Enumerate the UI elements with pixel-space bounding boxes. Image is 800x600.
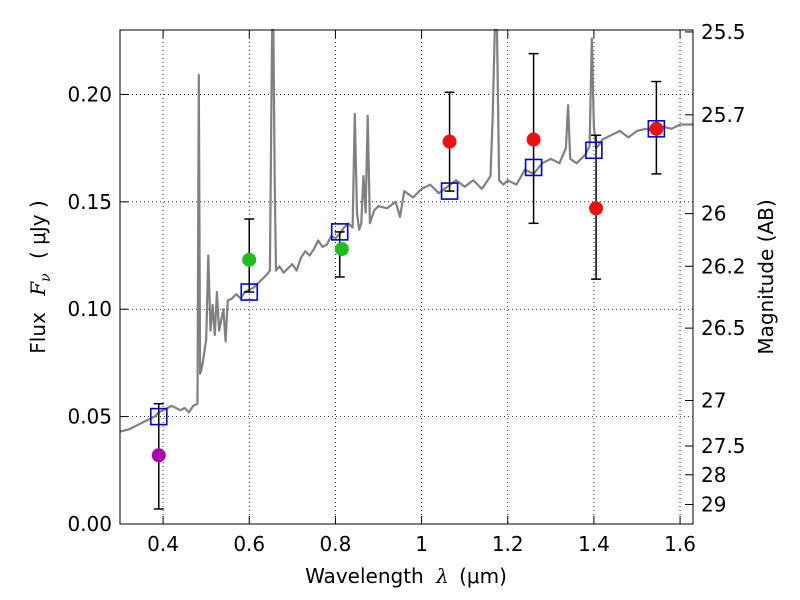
- observed-point: [151, 448, 166, 463]
- x-axis-title: Wavelength λ (μm): [305, 564, 507, 588]
- observed-point: [442, 134, 457, 149]
- y-tick-label: 0.00: [67, 512, 112, 536]
- mag-tick-label: 25.7: [701, 103, 746, 127]
- y-axis-title: Flux Fν ( μJy ): [26, 200, 55, 353]
- model-point: [240, 283, 259, 301]
- mag-tick-label: 26: [701, 202, 726, 226]
- mag-tick-label: 26.2: [701, 254, 746, 278]
- model-point: [149, 407, 168, 426]
- y-tick-label: 0.20: [67, 82, 112, 106]
- x-tick-label: 1.2: [492, 532, 524, 556]
- mag-tick-label: 27.5: [701, 434, 746, 458]
- model-point: [440, 182, 459, 200]
- y-tick-label: 0.15: [67, 190, 112, 214]
- observed-point: [526, 132, 541, 147]
- observed-points: [151, 121, 664, 463]
- observed-point: [649, 121, 664, 136]
- model-points: [149, 120, 666, 426]
- x-tick-label: 0.4: [147, 532, 179, 556]
- mag-tick-label: 26.5: [701, 316, 746, 340]
- mag-ticks: 25.5 25.7 26 26.2 26.5 27 27.5 28 29: [685, 20, 746, 516]
- mag-tick-label: 27: [701, 389, 726, 413]
- x-tick-label: 0.8: [320, 532, 352, 556]
- y-tick-label: 0.10: [67, 297, 112, 321]
- model-point: [524, 158, 543, 177]
- observed-point: [589, 201, 604, 216]
- y-tick-label: 0.05: [67, 405, 112, 429]
- x-tick-label: 1.4: [578, 532, 610, 556]
- model-point: [330, 223, 349, 241]
- spectrum-line: [119, 28, 693, 433]
- mag-tick-label: 25.5: [701, 20, 746, 44]
- error-bars: [153, 52, 662, 510]
- gridlines: [120, 30, 693, 524]
- model-point: [647, 120, 666, 138]
- x-tick-label: 1.6: [664, 532, 696, 556]
- observed-point: [242, 252, 257, 267]
- model-spectrum: [119, 28, 693, 433]
- plot-frame: [119, 29, 694, 525]
- mag-tick-label: 29: [701, 492, 726, 516]
- x-ticks: 0.4 0.6 0.8 1 1.2 1.4 1.6: [147, 30, 696, 556]
- y2-axis-title: Magnitude (AB): [754, 199, 778, 354]
- x-tick-label: 0.6: [233, 532, 265, 556]
- model-point: [585, 141, 603, 160]
- observed-point: [334, 242, 349, 257]
- mag-tick-label: 28: [701, 463, 726, 487]
- x-tick-label: 1: [415, 532, 428, 556]
- y-ticks: 0.00 0.05 0.10 0.15 0.20: [67, 82, 128, 536]
